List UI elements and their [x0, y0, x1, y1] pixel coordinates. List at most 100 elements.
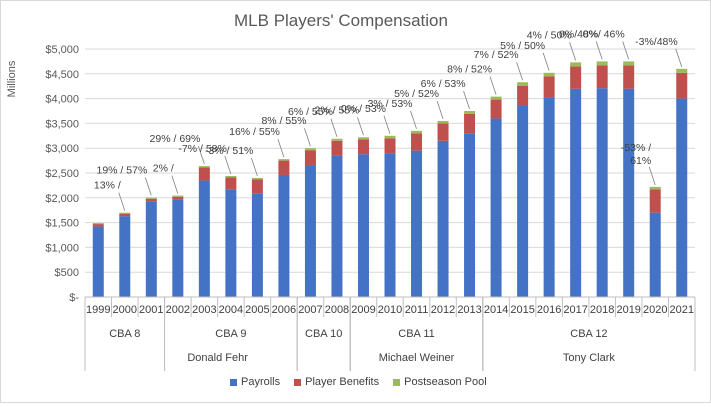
x-tick-label: 2006: [272, 304, 296, 316]
y-tick-label: $2,500: [45, 168, 79, 180]
annotation-line: 7% / 52%: [474, 49, 519, 61]
bar-player-benefits-2007: [304, 150, 316, 166]
x-tick-label: 2000: [113, 304, 137, 316]
annotation-line: 8% / 55%: [261, 115, 306, 127]
bar-payrolls-2002: [172, 199, 184, 297]
bar-player-benefits-2009: [357, 139, 369, 155]
annotation-line: 0%/ 46%: [583, 28, 625, 40]
bar-player-benefits-2017: [570, 66, 582, 89]
bar-player-benefits-2021: [676, 72, 688, 99]
bar-payrolls-2018: [596, 88, 608, 298]
bar-payrolls-2005: [251, 193, 263, 297]
x-tick-label: 2008: [325, 304, 349, 316]
bar-payrolls-2013: [464, 133, 476, 297]
annotation-leader: [171, 175, 179, 194]
x-tick-label: 2015: [510, 304, 534, 316]
y-tick-label: $4,000: [45, 94, 79, 106]
bar-postseason-pool-2011: [411, 130, 423, 134]
x-tick-label: 2004: [219, 304, 243, 316]
bar-payrolls-2000: [119, 216, 131, 297]
bar-payrolls-2004: [225, 189, 237, 297]
bar-player-benefits-2001: [145, 198, 157, 202]
annotation-label: 0%/ 46%: [583, 28, 625, 40]
legend-item-player-benefits: Player Benefits: [294, 376, 379, 388]
annotation-line: 6% / 53%: [421, 78, 466, 90]
annotation-leader: [410, 110, 417, 129]
annotation-label: 2% / 55%: [315, 104, 360, 116]
annotation-line: 5% / 50%: [500, 40, 545, 52]
annotation-line: 2% /: [153, 163, 174, 175]
annotation-label: 19% / 57%: [97, 165, 148, 177]
bar-payrolls-2007: [304, 165, 316, 297]
bar-postseason-pool-2001: [145, 197, 157, 199]
annotation-leader: [569, 42, 577, 61]
bar-postseason-pool-2000: [119, 212, 131, 214]
y-tick-label: $1,000: [45, 242, 79, 254]
x-tick-label: 2013: [457, 304, 481, 316]
bar-postseason-pool-2009: [357, 137, 369, 140]
annotation-label: 29% / 69%: [150, 133, 201, 145]
x-tick-label: 2002: [166, 304, 190, 316]
bar-postseason-pool-2015: [517, 82, 529, 86]
x-tick-label: 2020: [643, 304, 667, 316]
bar-player-benefits-2014: [490, 99, 502, 119]
bar-postseason-pool-2003: [198, 166, 210, 168]
x-tick-label: 1999: [86, 304, 110, 316]
x-tick-label: 2019: [616, 304, 640, 316]
bar-player-benefits-2010: [384, 138, 396, 154]
legend-swatch-payrolls: [230, 378, 237, 386]
bar-player-benefits-2015: [517, 85, 529, 106]
x-tick-label: 2003: [192, 304, 216, 316]
legend-item-payrolls: Payrolls: [230, 376, 280, 388]
bar-player-benefits-2004: [225, 177, 237, 190]
annotation-label: 4% / 50%: [527, 29, 572, 41]
annotation-label: 5% / 50%: [500, 40, 545, 52]
annotation-leader: [357, 117, 364, 136]
annotation-label: 6% / 53%: [421, 78, 466, 90]
bar-payrolls-2015: [517, 105, 529, 297]
bar-postseason-pool-2018: [596, 61, 608, 66]
annotation-leader: [436, 100, 444, 120]
x-tick-label: 2011: [405, 304, 429, 316]
annotation-line: 4% / 50%: [527, 29, 572, 41]
annotation-line: 61%: [630, 155, 651, 167]
legend-item-postseason-pool: Postseason Pool: [393, 376, 487, 388]
bar-payrolls-2016: [543, 97, 555, 297]
bar-postseason-pool-2007: [304, 148, 316, 151]
bar-player-benefits-2016: [543, 76, 555, 98]
bar-postseason-pool-2012: [437, 120, 449, 124]
bar-payrolls-2012: [437, 140, 449, 297]
bar-payrolls-2006: [278, 174, 290, 297]
y-tick-label: $1,500: [45, 218, 79, 230]
annotation-leader: [383, 115, 391, 134]
bar-player-benefits-2013: [464, 113, 476, 134]
bar-postseason-pool-2008: [331, 138, 343, 141]
bar-payrolls-2020: [649, 212, 661, 297]
annotation-label: -7% / 58%: [178, 143, 226, 155]
bar-postseason-pool-2006: [278, 159, 290, 161]
legend-swatch-player-benefits: [294, 378, 302, 386]
bar-player-benefits-2018: [596, 65, 608, 89]
bar-payrolls-2014: [490, 118, 502, 297]
bar-postseason-pool-2004: [225, 175, 237, 178]
x-tick-label: 2014: [484, 304, 508, 316]
x-tick-label: 2016: [537, 304, 561, 316]
x-tick-label: 2010: [378, 304, 402, 316]
annotation-leader: [330, 118, 338, 137]
x-tick-label: 2012: [431, 304, 455, 316]
bar-player-benefits-2003: [198, 167, 210, 181]
annotation-line: -3%/48%: [635, 36, 678, 48]
group-label: CBA 9: [215, 328, 246, 340]
bar-payrolls-2011: [411, 150, 423, 297]
legend-swatch-postseason-pool: [393, 378, 401, 386]
bar-postseason-pool-1999: [92, 223, 104, 225]
annotation-leader: [648, 166, 656, 186]
annotation-leader: [675, 48, 683, 67]
group-label: Donald Fehr: [187, 352, 248, 364]
annotation-label: -3%/48%: [635, 36, 678, 48]
bar-payrolls-2003: [198, 180, 210, 297]
annotation-label: 7% / 52%: [474, 49, 519, 61]
bar-payrolls-2017: [570, 88, 582, 298]
annotation-leader: [251, 157, 258, 177]
bar-player-benefits-2020: [649, 189, 661, 213]
